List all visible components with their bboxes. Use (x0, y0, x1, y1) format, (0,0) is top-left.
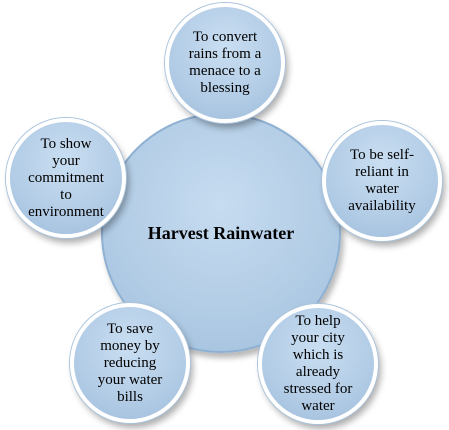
node-label: To convert rains from a menace to a bles… (188, 29, 262, 96)
node-label: To be self- reliant in water availabilit… (348, 147, 416, 214)
node-save-money: To save money by reducing your water bil… (70, 303, 190, 423)
center-label: Harvest Rainwater (147, 222, 295, 243)
node-label: To help your city which is already stres… (283, 313, 353, 414)
node-self-reliant: To be self- reliant in water availabilit… (322, 121, 442, 241)
node-help-city: To help your city which is already stres… (258, 304, 378, 424)
node-convert-rains: To convert rains from a menace to a bles… (165, 3, 285, 123)
node-label: To show your commitment to environment (28, 135, 104, 220)
node-commitment: To show your commitment to environment (6, 118, 126, 238)
node-label: To save money by reducing your water bil… (97, 320, 163, 405)
